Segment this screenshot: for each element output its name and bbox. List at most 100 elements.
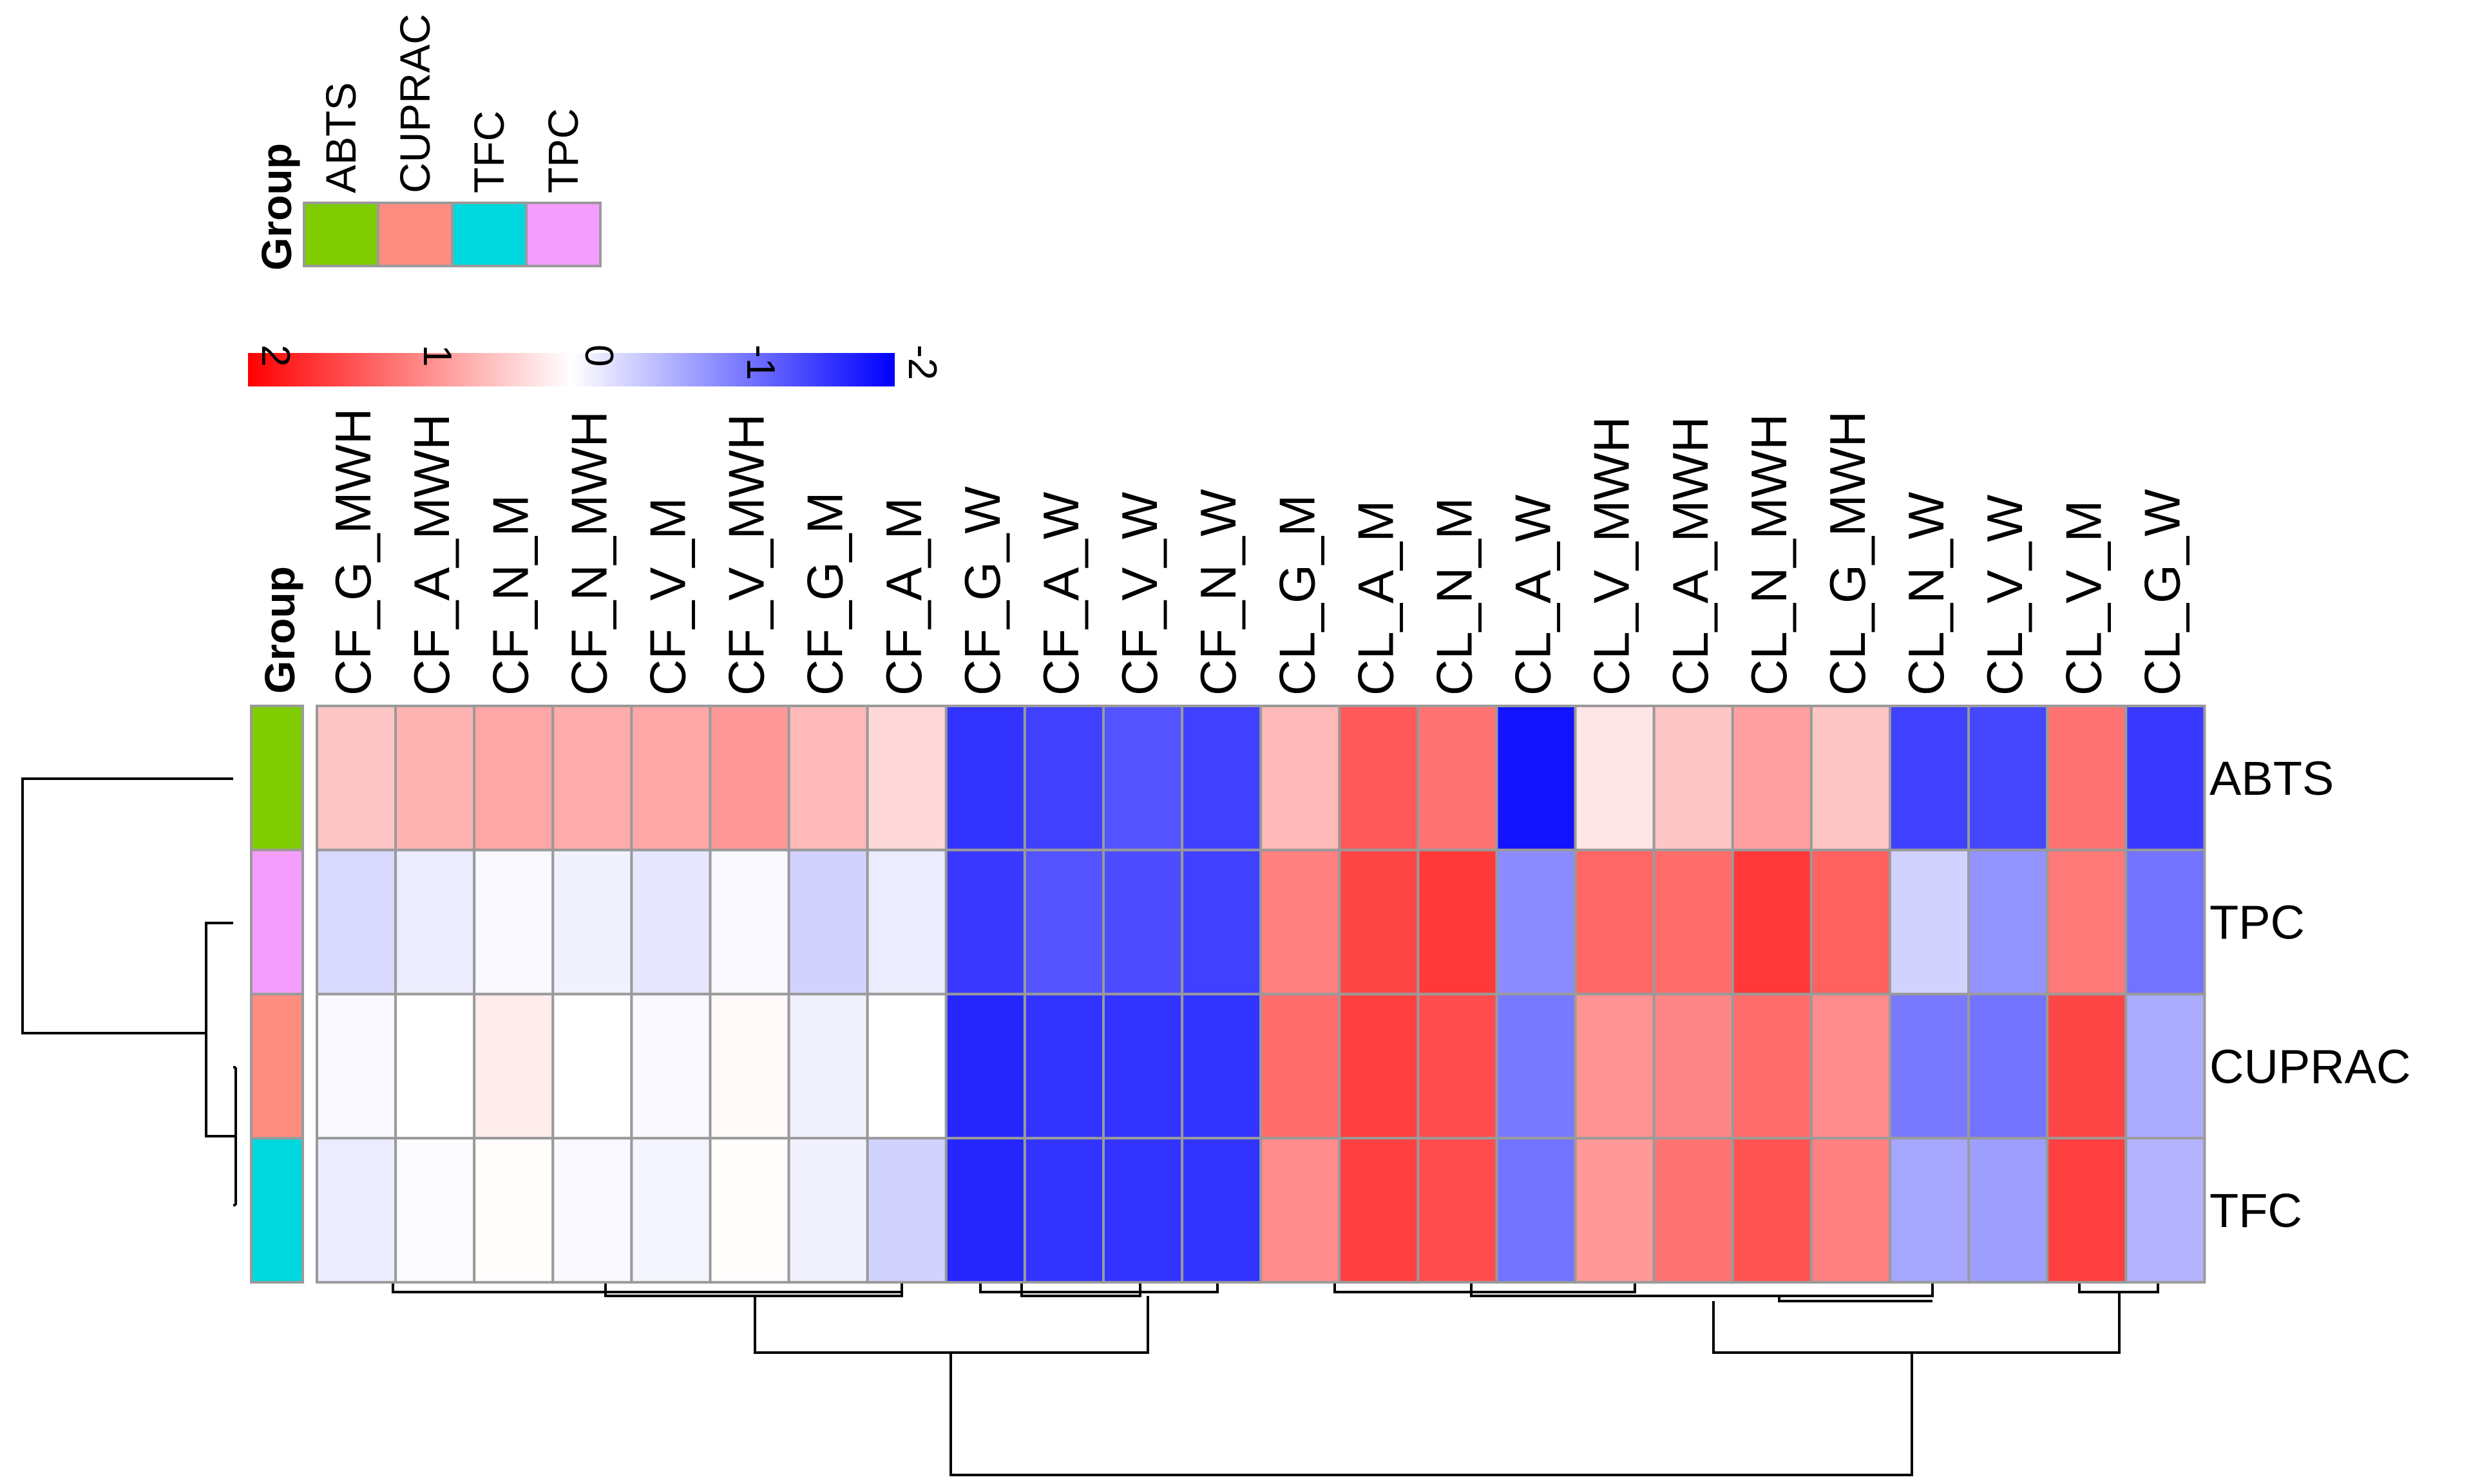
color-scale-tick-label: -1 <box>738 345 783 380</box>
heatmap-cell <box>630 1137 712 1284</box>
heatmap-cells <box>316 705 2206 1284</box>
heatmap-cell <box>1023 1137 1105 1284</box>
row-group-swatch <box>250 705 304 851</box>
heatmap-cell <box>944 705 1026 851</box>
heatmap-cell <box>394 1137 476 1284</box>
heatmap-cell <box>2124 848 2206 996</box>
heatmap-cell <box>1967 1137 2049 1284</box>
heatmap-cell <box>1652 848 1734 996</box>
column-dendrogram <box>392 1283 2159 1476</box>
column-label: CL_A_M <box>1347 500 1404 696</box>
group-legend-label: TFC <box>465 111 513 193</box>
column-label: CL_G_W <box>2133 489 2190 696</box>
row-label: TFC <box>2209 1184 2302 1237</box>
group-legend-label: ABTS <box>317 82 365 193</box>
heatmap-cell <box>1731 848 1813 996</box>
column-label: CF_N_MWH <box>560 411 617 696</box>
heatmap-cell <box>1102 1137 1184 1284</box>
group-legend-title: Group <box>253 143 300 271</box>
heatmap-cell <box>866 848 948 996</box>
column-label: CL_V_M <box>2055 500 2112 696</box>
heatmap-cell <box>473 705 555 851</box>
heatmap-cell <box>2124 1137 2206 1284</box>
heatmap-cell <box>1102 848 1184 996</box>
heatmap-cell <box>551 848 633 996</box>
heatmap-cell <box>1181 705 1263 851</box>
heatmap-cell <box>1417 705 1498 851</box>
heatmap-cell <box>1259 848 1341 996</box>
heatmap-cell <box>1889 705 1970 851</box>
column-label: CL_N_W <box>1898 491 1954 696</box>
heatmap-cell <box>709 848 790 996</box>
heatmap-cell <box>394 993 476 1140</box>
heatmap-cell <box>630 705 712 851</box>
column-label: CF_V_MWH <box>718 414 775 696</box>
heatmap-cell <box>1495 705 1577 851</box>
row-group-swatch <box>250 993 304 1140</box>
heatmap-cell <box>787 993 869 1140</box>
heatmap-cell <box>1889 1137 1970 1284</box>
heatmap-cell <box>551 993 633 1140</box>
row-label: TPC <box>2209 896 2305 949</box>
heatmap-cell <box>1338 848 1420 996</box>
heatmap-cell <box>1495 848 1577 996</box>
heatmap-cell <box>1731 1137 1813 1284</box>
heatmap-cell <box>630 993 712 1140</box>
column-label: CL_N_M <box>1426 497 1482 696</box>
heatmap-cell <box>1023 848 1105 996</box>
column-label: CF_G_W <box>954 486 1011 696</box>
row-label: CUPRAC <box>2209 1040 2410 1093</box>
heatmap-cell <box>709 993 790 1140</box>
column-labels: CF_G_MWH CF_A_MWH CF_N_M CF_N_MWH CF_V_M CF_V… <box>325 408 2190 696</box>
group-legend-swatch <box>451 202 528 267</box>
heatmap-cell <box>630 848 712 996</box>
heatmap-cell <box>1102 993 1184 1140</box>
heatmap-cell <box>1967 848 2049 996</box>
group-legend-label: TPC <box>539 108 587 193</box>
heatmap-cell <box>1809 993 1891 1140</box>
heatmap-cell <box>1967 705 2049 851</box>
heatmap-cell <box>394 848 476 996</box>
heatmap-cell <box>1967 993 2049 1140</box>
heatmap-cell <box>1889 848 1970 996</box>
heatmap-cell <box>1574 705 1655 851</box>
heatmap-cell <box>866 1137 948 1284</box>
heatmap-cell <box>1809 848 1891 996</box>
heatmap-cell <box>1889 993 1970 1140</box>
group-legend-label: CUPRAC <box>391 14 439 193</box>
heatmap-cell <box>1652 705 1734 851</box>
color-scale-bar <box>248 353 895 386</box>
heatmap-cell <box>944 993 1026 1140</box>
heatmap-cell <box>1652 993 1734 1140</box>
heatmap-cell <box>2124 993 2206 1140</box>
heatmap-cell <box>2046 705 2128 851</box>
column-label: CL_V_MWH <box>1583 417 1640 696</box>
heatmap-cell <box>944 848 1026 996</box>
group-legend-swatch <box>377 202 453 267</box>
column-label: CL_A_W <box>1505 495 1561 696</box>
heatmap-cell <box>1652 1137 1734 1284</box>
column-label: CF_A_M <box>875 497 932 696</box>
column-label: CF_G_M <box>797 492 854 696</box>
heatmap-cell <box>2046 1137 2128 1284</box>
heatmap-cell <box>1181 1137 1263 1284</box>
heatmap-cell <box>1259 1137 1341 1284</box>
column-label: CL_G_M <box>1268 495 1325 696</box>
heatmap-cell <box>1574 848 1655 996</box>
column-label: CL_A_MWH <box>1662 417 1719 696</box>
heatmap-cell <box>1417 993 1498 1140</box>
column-label: CF_G_MWH <box>325 408 381 696</box>
heatmap-cell <box>1417 1137 1498 1284</box>
column-label: CF_N_W <box>1190 489 1246 696</box>
heatmap-cell <box>473 993 555 1140</box>
heatmap-cell <box>473 848 555 996</box>
heatmap-cell <box>551 1137 633 1284</box>
column-label: CF_A_MWH <box>403 414 460 696</box>
color-scale-tick-label: 1 <box>415 345 459 366</box>
color-scale-legend: 2 1 0 -1 -2 <box>248 345 944 386</box>
heatmap-cell <box>1181 993 1263 1140</box>
group-legend-swatch <box>303 202 379 267</box>
heatmap-cell <box>473 1137 555 1284</box>
row-label: ABTS <box>2209 752 2334 805</box>
